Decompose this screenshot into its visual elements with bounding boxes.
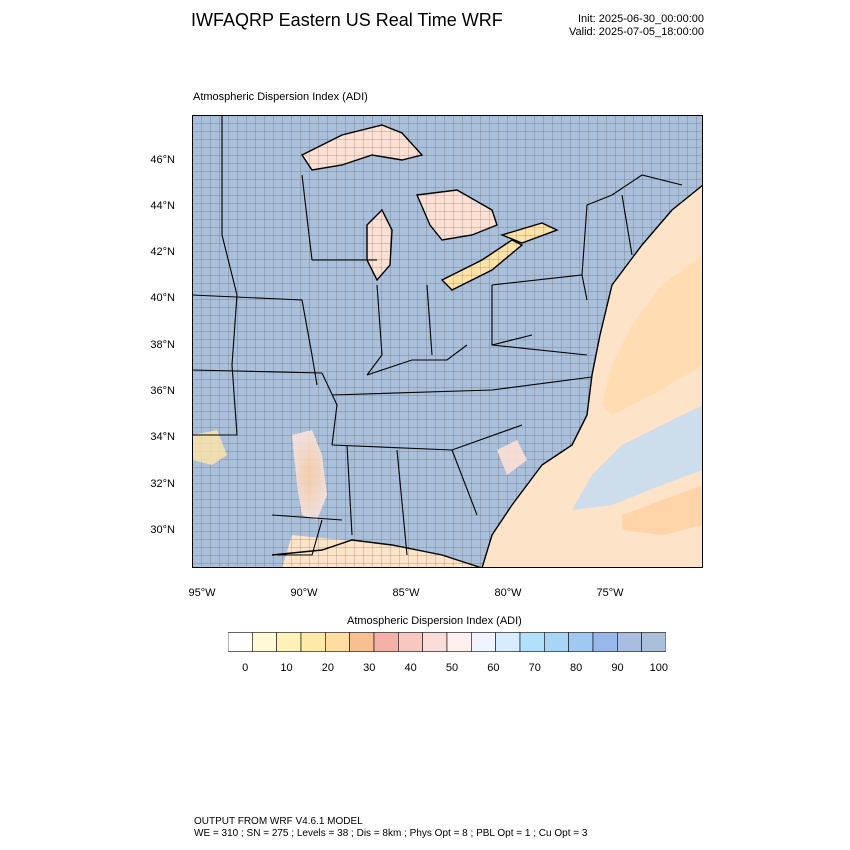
colorbar-swatch: [641, 632, 666, 652]
colorbar-swatch: [471, 632, 496, 652]
lat-label: 30°N: [150, 524, 175, 536]
map-border: [192, 115, 703, 568]
colorbar-swatch: [325, 632, 350, 652]
state-borders: [192, 115, 683, 556]
colorbar-swatch: [617, 632, 642, 652]
colorbar-swatch: [519, 632, 545, 652]
colorbar-swatch: [349, 632, 375, 652]
lat-label: 36°N: [150, 385, 175, 397]
adi-map: [192, 115, 703, 568]
colorbar-swatch: [446, 632, 472, 652]
valid-time: Valid: 2025-07-05_18:00:00: [569, 26, 704, 38]
lat-label: 42°N: [150, 246, 175, 258]
lat-label: 38°N: [150, 339, 175, 351]
colorbar-tick-label: 100: [649, 662, 668, 674]
colorbar-tick-label: 10: [280, 662, 293, 674]
colorbar-tick-label: 30: [363, 662, 376, 674]
colorbar-swatch: [252, 632, 277, 652]
atlantic-warm-band: [602, 255, 703, 415]
footer-config: WE = 310 ; SN = 275 ; Levels = 38 ; Dis …: [194, 828, 588, 839]
southeast-coast-warm-patch: [497, 440, 527, 475]
colorbar-swatch: [422, 632, 448, 652]
colorbar-swatch: [398, 632, 423, 652]
figure-title: IWFAQRP Eastern US Real Time WRF: [191, 10, 503, 30]
colorbar-tick-label: 0: [242, 662, 249, 674]
colorbar-swatch: [592, 632, 618, 652]
colorbar: [228, 632, 666, 652]
colorbar-swatch: [495, 632, 521, 652]
colorbar-tick-label: 40: [404, 662, 417, 674]
colorbar-title: Atmospheric Dispersion Index (ADI): [347, 615, 522, 627]
atlantic-warm-streak: [622, 485, 703, 535]
lon-label: 85°W: [392, 587, 420, 599]
lon-label: 75°W: [596, 587, 624, 599]
colorbar-tick-label: 80: [569, 662, 583, 674]
plot-title: Atmospheric Dispersion Index (ADI): [193, 91, 368, 103]
footer-model: OUTPUT FROM WRF V4.6.1 MODEL: [194, 816, 363, 827]
lon-label: 90°W: [290, 587, 318, 599]
colorbar-tick-label: 90: [611, 662, 624, 674]
colorbar-swatch: [228, 632, 253, 652]
colorbar-tick-label: 60: [487, 662, 500, 674]
lat-label: 32°N: [150, 478, 175, 490]
lat-label: 44°N: [150, 200, 175, 212]
lat-label: 46°N: [150, 154, 175, 166]
lat-label: 34°N: [150, 431, 175, 443]
colorbar-tick-label: 50: [445, 662, 459, 674]
colorbar-tick-label: 20: [321, 662, 335, 674]
colorbar-swatch: [373, 632, 399, 652]
colorbar-swatch: [276, 632, 302, 652]
colorbar-swatch: [568, 632, 594, 652]
southwest-warm-patch: [192, 430, 227, 465]
colorbar-swatch: [300, 632, 326, 652]
mississippi-valley-hotspot: [292, 430, 327, 520]
lon-label: 80°W: [494, 587, 522, 599]
atlantic-blue-band: [572, 405, 703, 510]
lon-label: 95°W: [188, 587, 216, 599]
coastlines: [271, 124, 703, 568]
lat-label: 40°N: [150, 292, 175, 304]
colorbar-tick-label: 70: [528, 662, 541, 674]
colorbar-swatch: [544, 632, 569, 652]
init-time: Init: 2025-06-30_00:00:00: [578, 13, 704, 25]
time-info: Init: 2025-06-30_00:00:00 Valid: 2025-07…: [560, 13, 704, 39]
